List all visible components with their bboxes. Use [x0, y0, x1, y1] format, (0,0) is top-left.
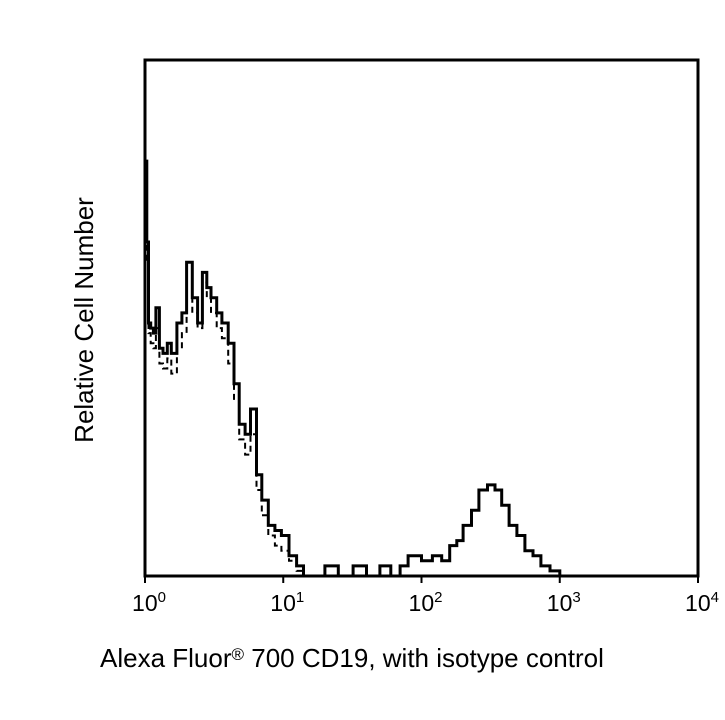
x-tick-base: 10	[685, 590, 711, 616]
x-tick-exponent: 1	[295, 589, 305, 606]
registered-mark: ®	[231, 645, 245, 664]
x-tick-base: 10	[546, 590, 573, 616]
x-tick-label: 101	[270, 589, 305, 616]
x-tick-label: 100	[132, 589, 166, 616]
x-tick-base: 10	[270, 590, 296, 616]
x-tick-exponent: 4	[710, 589, 719, 606]
series-group	[145, 159, 698, 578]
x-tick-label: 103	[546, 589, 581, 616]
x-tick-base: 10	[132, 590, 158, 616]
plot-frame	[143, 58, 700, 578]
cd19-series	[145, 159, 698, 578]
x-axis-label: Alexa Fluor® 700 CD19, with isotype cont…	[100, 643, 725, 673]
x-tick-exponent: 2	[434, 589, 443, 606]
x-axis-label-rest: 700 CD19, with isotype control	[244, 643, 604, 673]
x-tick-base: 10	[408, 590, 435, 616]
x-tick-label: 104	[685, 589, 719, 616]
x-tick-label: 102	[408, 589, 443, 616]
x-tick-exponent: 0	[157, 589, 166, 606]
x-axis-label-main: Alexa Fluor	[100, 643, 232, 673]
isotype-control-series	[145, 195, 698, 577]
y-axis-label: Relative Cell Number	[69, 197, 99, 443]
x-tick-exponent: 3	[572, 589, 581, 606]
